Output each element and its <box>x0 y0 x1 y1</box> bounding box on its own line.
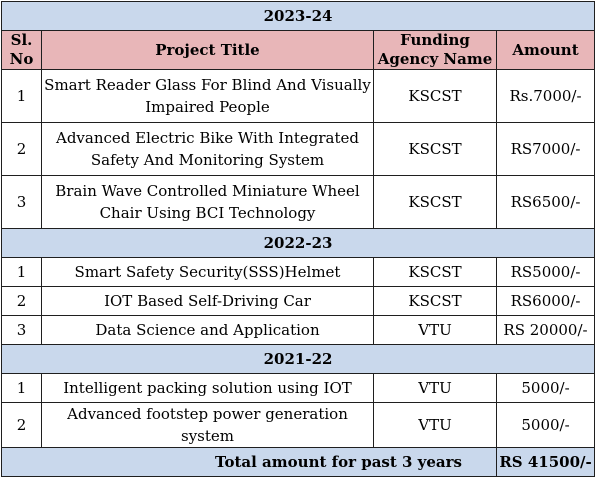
row-project-title: Intelligent packing solution using IOT <box>41 373 374 403</box>
row-slno: 2 <box>1 402 42 448</box>
row-project-title: Data Science and Application <box>41 315 374 345</box>
row-slno: 3 <box>1 175 42 229</box>
funding-agency-header: Funding Agency Name <box>373 30 497 70</box>
row-project-title: Advanced footstep power generation syste… <box>41 402 374 448</box>
project-title-header: Project Title <box>41 30 374 70</box>
row-amount: RS7000/- <box>495 122 595 176</box>
row-project-title: Advanced Electric Bike With Integrated S… <box>41 122 374 176</box>
row-amount: 5000/- <box>495 373 595 403</box>
year-heading: 2023-24 <box>0 1 595 31</box>
row-slno: 1 <box>1 373 42 403</box>
row-amount: RS 20000/- <box>495 315 595 345</box>
table-row: 2 Advanced footstep power generation sys… <box>1 402 595 448</box>
year-heading: 2021-22 <box>0 344 595 374</box>
table-row: 2 IOT Based Self-Driving Car KSCST RS600… <box>1 286 595 316</box>
row-amount: RS6500/- <box>495 175 595 229</box>
row-funding-agency: KSCST <box>373 122 497 176</box>
row-amount: RS6000/- <box>495 286 595 316</box>
row-amount: Rs.7000/- <box>495 69 595 123</box>
row-funding-agency: KSCST <box>373 286 497 316</box>
row-funding-agency: VTU <box>373 315 497 345</box>
table-row: 2 Advanced Electric Bike With Integrated… <box>1 122 595 176</box>
year-heading: 2022-23 <box>0 228 595 258</box>
row-slno: 2 <box>1 286 42 316</box>
table-row: 1 Smart Reader Glass For Blind And Visua… <box>1 69 595 123</box>
table-row: 1 Smart Safety Security(SSS)Helmet KSCST… <box>1 257 595 287</box>
row-project-title: Smart Safety Security(SSS)Helmet <box>41 257 374 287</box>
row-project-title: Brain Wave Controlled Miniature Wheel Ch… <box>41 175 374 229</box>
row-slno: 3 <box>1 315 42 345</box>
row-amount: 5000/- <box>495 402 595 448</box>
total-amount: RS 41500/- <box>495 447 595 477</box>
year-header-row: 2022-23 <box>0 228 595 258</box>
table-row: 3 Brain Wave Controlled Miniature Wheel … <box>1 175 595 229</box>
total-row: Total amount for past 3 years RS 41500/- <box>1 447 595 477</box>
row-funding-agency: KSCST <box>373 257 497 287</box>
table-row: 1 Intelligent packing solution using IOT… <box>1 373 595 403</box>
year-header-row: 2023-24 <box>0 1 595 31</box>
total-label: Total amount for past 3 years <box>1 447 497 477</box>
row-slno: 1 <box>1 257 42 287</box>
row-project-title: Smart Reader Glass For Blind And Visuall… <box>41 69 374 123</box>
row-slno: 2 <box>1 122 42 176</box>
row-amount: RS5000/- <box>495 257 595 287</box>
slno-header: Sl. No <box>1 30 42 70</box>
amount-header: Amount <box>495 30 595 70</box>
column-header-row: Sl. No Project Title Funding Agency Name… <box>1 30 595 70</box>
year-header-row: 2021-22 <box>0 344 595 374</box>
row-slno: 1 <box>1 69 42 123</box>
row-funding-agency: VTU <box>373 402 497 448</box>
row-funding-agency: KSCST <box>373 175 497 229</box>
row-funding-agency: KSCST <box>373 69 497 123</box>
row-funding-agency: VTU <box>373 373 497 403</box>
row-project-title: IOT Based Self-Driving Car <box>41 286 374 316</box>
table-row: 3 Data Science and Application VTU RS 20… <box>1 315 595 345</box>
